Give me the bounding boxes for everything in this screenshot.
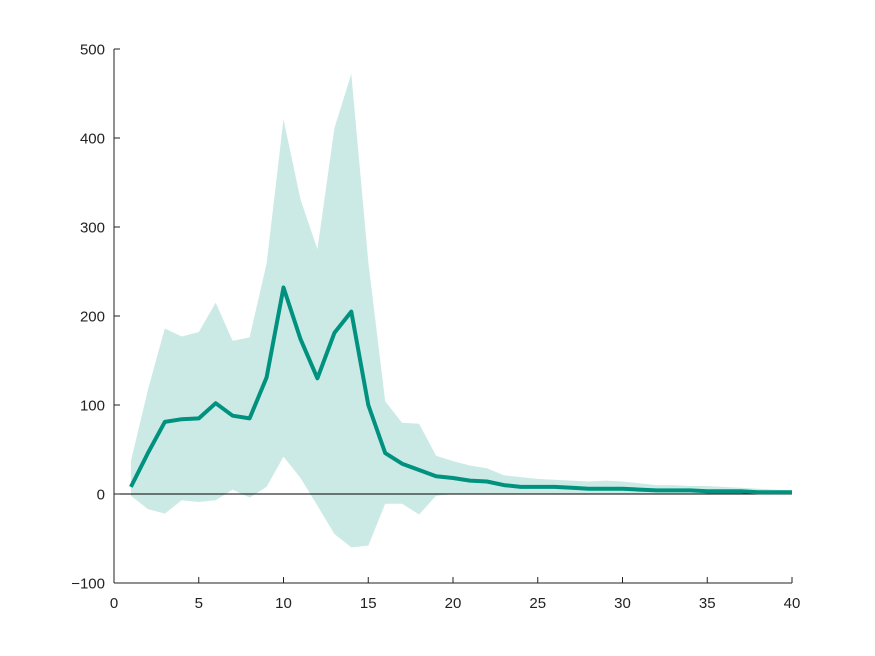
y-tick-label: 500 xyxy=(80,42,105,59)
x-tick-label: 20 xyxy=(445,595,462,612)
x-tick-label: 25 xyxy=(529,595,546,612)
y-tick-label: 400 xyxy=(80,131,105,148)
x-tick-label: 15 xyxy=(360,595,377,612)
confidence-band xyxy=(130,73,792,548)
series-line xyxy=(129,285,792,495)
x-tick-label: 40 xyxy=(784,595,801,612)
y-tick-label: 300 xyxy=(80,220,105,237)
y-tick-label: 100 xyxy=(80,398,105,415)
y-tick-label: 200 xyxy=(80,309,105,326)
x-tick-label: 30 xyxy=(614,595,631,612)
y-tick-label: 0 xyxy=(97,487,105,504)
x-tick-label: 10 xyxy=(275,595,292,612)
x-tick-label: 5 xyxy=(195,595,203,612)
x-tick-label: 35 xyxy=(699,595,716,612)
x-tick-label: 0 xyxy=(110,595,118,612)
y-tick-label: −100 xyxy=(71,576,105,593)
